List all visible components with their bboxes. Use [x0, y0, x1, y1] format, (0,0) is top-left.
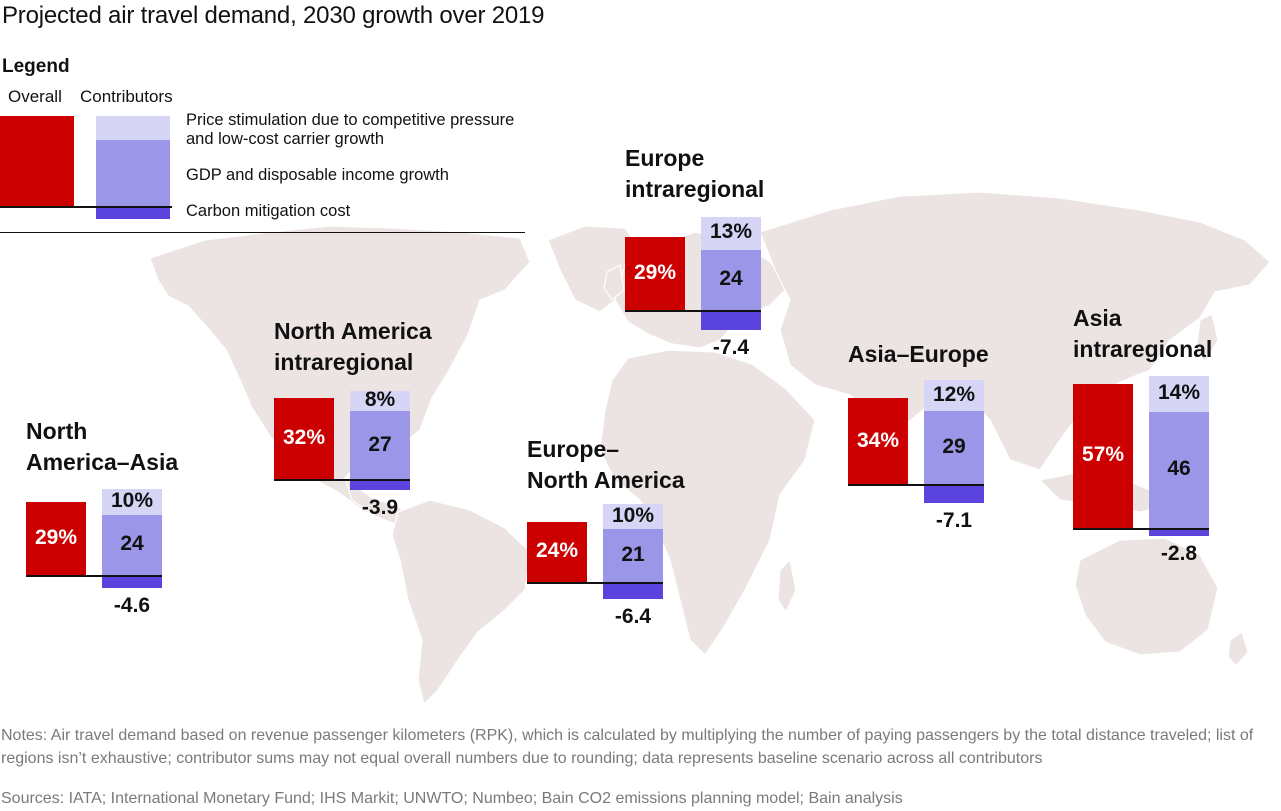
region-1-carbon-bar — [102, 576, 162, 588]
legend-overall-label: Overall — [8, 87, 62, 106]
region-6-carbon-label: -2.8 — [1160, 542, 1198, 566]
region-2-carbon-bar — [350, 480, 410, 490]
region-6-title: Asia intraregional — [1073, 305, 1213, 362]
region-3-carbon-bar — [603, 583, 663, 600]
legend-price-swatch — [96, 116, 170, 140]
region-5-baseline — [848, 484, 984, 486]
legend-carbon-swatch — [96, 207, 170, 219]
region-1-carbon-label: -4.6 — [113, 593, 151, 617]
region-5-price-bar — [924, 380, 984, 412]
region-1-baseline — [26, 575, 162, 577]
region-3-overall-label: 24% — [535, 539, 579, 563]
region-4-overall-label: 29% — [633, 261, 677, 285]
region-1-overall-label: 29% — [34, 526, 78, 550]
region-6-overall-label: 57% — [1081, 443, 1125, 467]
notes-text: Notes: Air travel demand based on revenu… — [1, 727, 1254, 767]
region-1-title: North America–Asia — [26, 418, 179, 475]
region-3-price-bar — [603, 503, 663, 530]
region-3-gdp-bar — [603, 529, 663, 583]
region-6-price-bar — [1149, 376, 1209, 412]
region-2-price-bar — [350, 390, 410, 412]
region-6-gdp-bar — [1149, 411, 1209, 529]
region-6-baseline — [1073, 528, 1209, 530]
region-2-gdp-label: 27 — [368, 432, 392, 456]
region-6-carbon-bar — [1149, 529, 1209, 537]
region-5-price-label: 12% — [932, 382, 976, 406]
region-3-gdp-label: 21 — [621, 543, 645, 567]
region-6-gdp-label: 46 — [1167, 457, 1191, 481]
region-1-overall-bar — [26, 502, 86, 576]
region-5-carbon-bar — [924, 485, 984, 504]
region-1-gdp-bar — [102, 514, 162, 576]
region-4-overall-bar — [625, 237, 685, 311]
region-5-overall-label: 34% — [856, 428, 900, 452]
legend-contributors-label: Contributors — [80, 87, 173, 106]
region-6-overall-bar — [1073, 383, 1133, 529]
region-5-carbon-label: -7.1 — [935, 509, 973, 533]
legend-heading: Legend — [2, 56, 70, 77]
region-3-price-label: 10% — [611, 503, 655, 527]
region-4-gdp-bar — [701, 249, 761, 311]
region-5-gdp-label: 29 — [942, 435, 966, 459]
legend: Legend Overall Contributors Price stimul… — [0, 0, 530, 240]
region-4-carbon-bar — [701, 311, 761, 330]
region-2-price-label: 8% — [364, 387, 396, 411]
region-3-title: Europe– North America — [527, 436, 685, 493]
region-4-gdp-label: 24 — [719, 267, 743, 291]
region-5-title: Asia–Europe — [848, 341, 989, 367]
region-4-title: Europe intraregional — [625, 145, 765, 202]
region-2-overall-bar — [274, 398, 334, 480]
region-2-title: North America intraregional — [274, 318, 432, 375]
region-3-overall-bar — [527, 521, 587, 583]
page-title: Projected air travel demand, 2030 growth… — [2, 2, 545, 29]
legend-carbon-text: Carbon mitigation cost — [186, 202, 351, 220]
legend-price-text: Price stimulation due to competitive pre… — [186, 111, 515, 148]
region-5-overall-bar — [848, 398, 908, 485]
region-2-carbon-label: -3.9 — [361, 495, 399, 519]
region-3-baseline — [527, 582, 663, 584]
legend-divider — [0, 232, 525, 233]
region-1-price-label: 10% — [110, 489, 154, 513]
region-6-price-label: 14% — [1157, 380, 1201, 404]
region-2-gdp-bar — [350, 411, 410, 480]
region-2-baseline — [274, 479, 410, 481]
region-4-baseline — [625, 310, 761, 312]
legend-gdp-text: GDP and disposable income growth — [186, 166, 449, 184]
region-5-gdp-bar — [924, 411, 984, 485]
region-4-price-bar — [701, 216, 761, 250]
legend-gdp-swatch — [96, 140, 170, 207]
legend-overall-swatch — [0, 116, 74, 207]
sources-text: Sources: IATA; International Monetary Fu… — [1, 790, 903, 807]
region-4-price-label: 13% — [709, 220, 753, 244]
region-2-overall-label: 32% — [282, 426, 326, 450]
legend-baseline — [0, 206, 172, 208]
region-1-gdp-label: 24 — [120, 532, 144, 556]
region-3-carbon-label: -6.4 — [614, 605, 652, 629]
region-1-price-bar — [102, 489, 162, 515]
region-4-carbon-label: -7.4 — [712, 335, 750, 359]
